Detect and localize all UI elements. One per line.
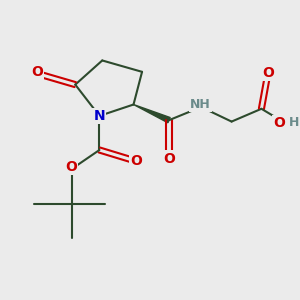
- Polygon shape: [134, 104, 170, 123]
- Text: O: O: [163, 152, 175, 166]
- Text: O: O: [65, 160, 77, 174]
- Text: N: N: [94, 109, 105, 123]
- Text: O: O: [262, 66, 274, 80]
- Text: O: O: [130, 154, 142, 168]
- Text: O: O: [273, 116, 285, 130]
- Text: O: O: [31, 65, 43, 79]
- Text: NH: NH: [190, 98, 211, 111]
- Text: H: H: [289, 116, 299, 129]
